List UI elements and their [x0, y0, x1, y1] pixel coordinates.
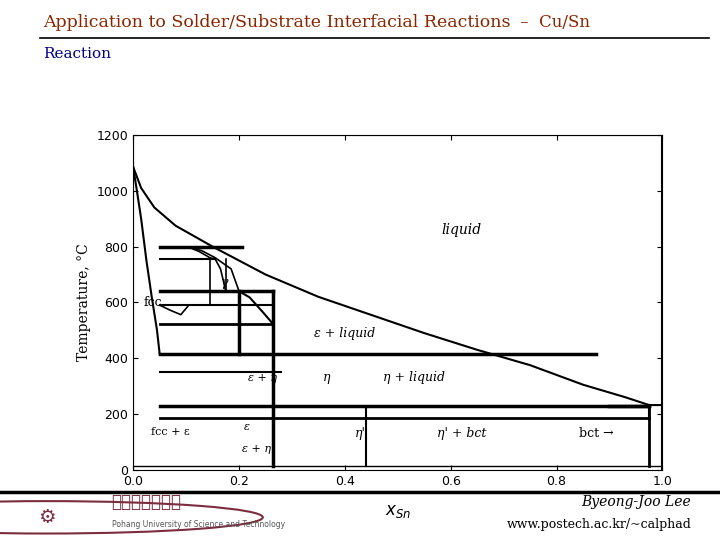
Text: fcc: fcc: [144, 296, 163, 309]
Text: ε + η': ε + η': [242, 444, 274, 454]
Text: ε + liquid: ε + liquid: [314, 327, 376, 340]
Text: bct →: bct →: [579, 427, 613, 440]
Text: γ: γ: [221, 276, 228, 289]
Text: www.postech.ac.kr/~calphad: www.postech.ac.kr/~calphad: [506, 518, 691, 531]
Text: ε: ε: [244, 422, 250, 431]
Text: liquid: liquid: [441, 223, 482, 237]
Text: Reaction: Reaction: [43, 47, 111, 61]
Text: –  Cu/Sn: – Cu/Sn: [515, 14, 590, 31]
Text: fcc + ε: fcc + ε: [151, 427, 189, 437]
Text: Pohang University of Science and Technology: Pohang University of Science and Technol…: [112, 521, 284, 529]
Text: ε + η: ε + η: [248, 373, 277, 383]
Text: ⚙: ⚙: [38, 508, 55, 527]
Text: η': η': [355, 427, 366, 440]
Text: η: η: [323, 371, 330, 384]
Text: η + liquid: η + liquid: [382, 371, 445, 384]
Text: Application to Solder/Substrate Interfacial Reactions: Application to Solder/Substrate Interfac…: [43, 14, 510, 31]
Text: η' + bct: η' + bct: [436, 427, 486, 440]
Text: 포항공과대학교: 포항공과대학교: [112, 493, 181, 511]
Text: $x_{Sn}$: $x_{Sn}$: [384, 503, 411, 520]
Text: Byeong-Joo Lee: Byeong-Joo Lee: [582, 495, 691, 509]
Y-axis label: Temperature, °C: Temperature, °C: [77, 244, 91, 361]
